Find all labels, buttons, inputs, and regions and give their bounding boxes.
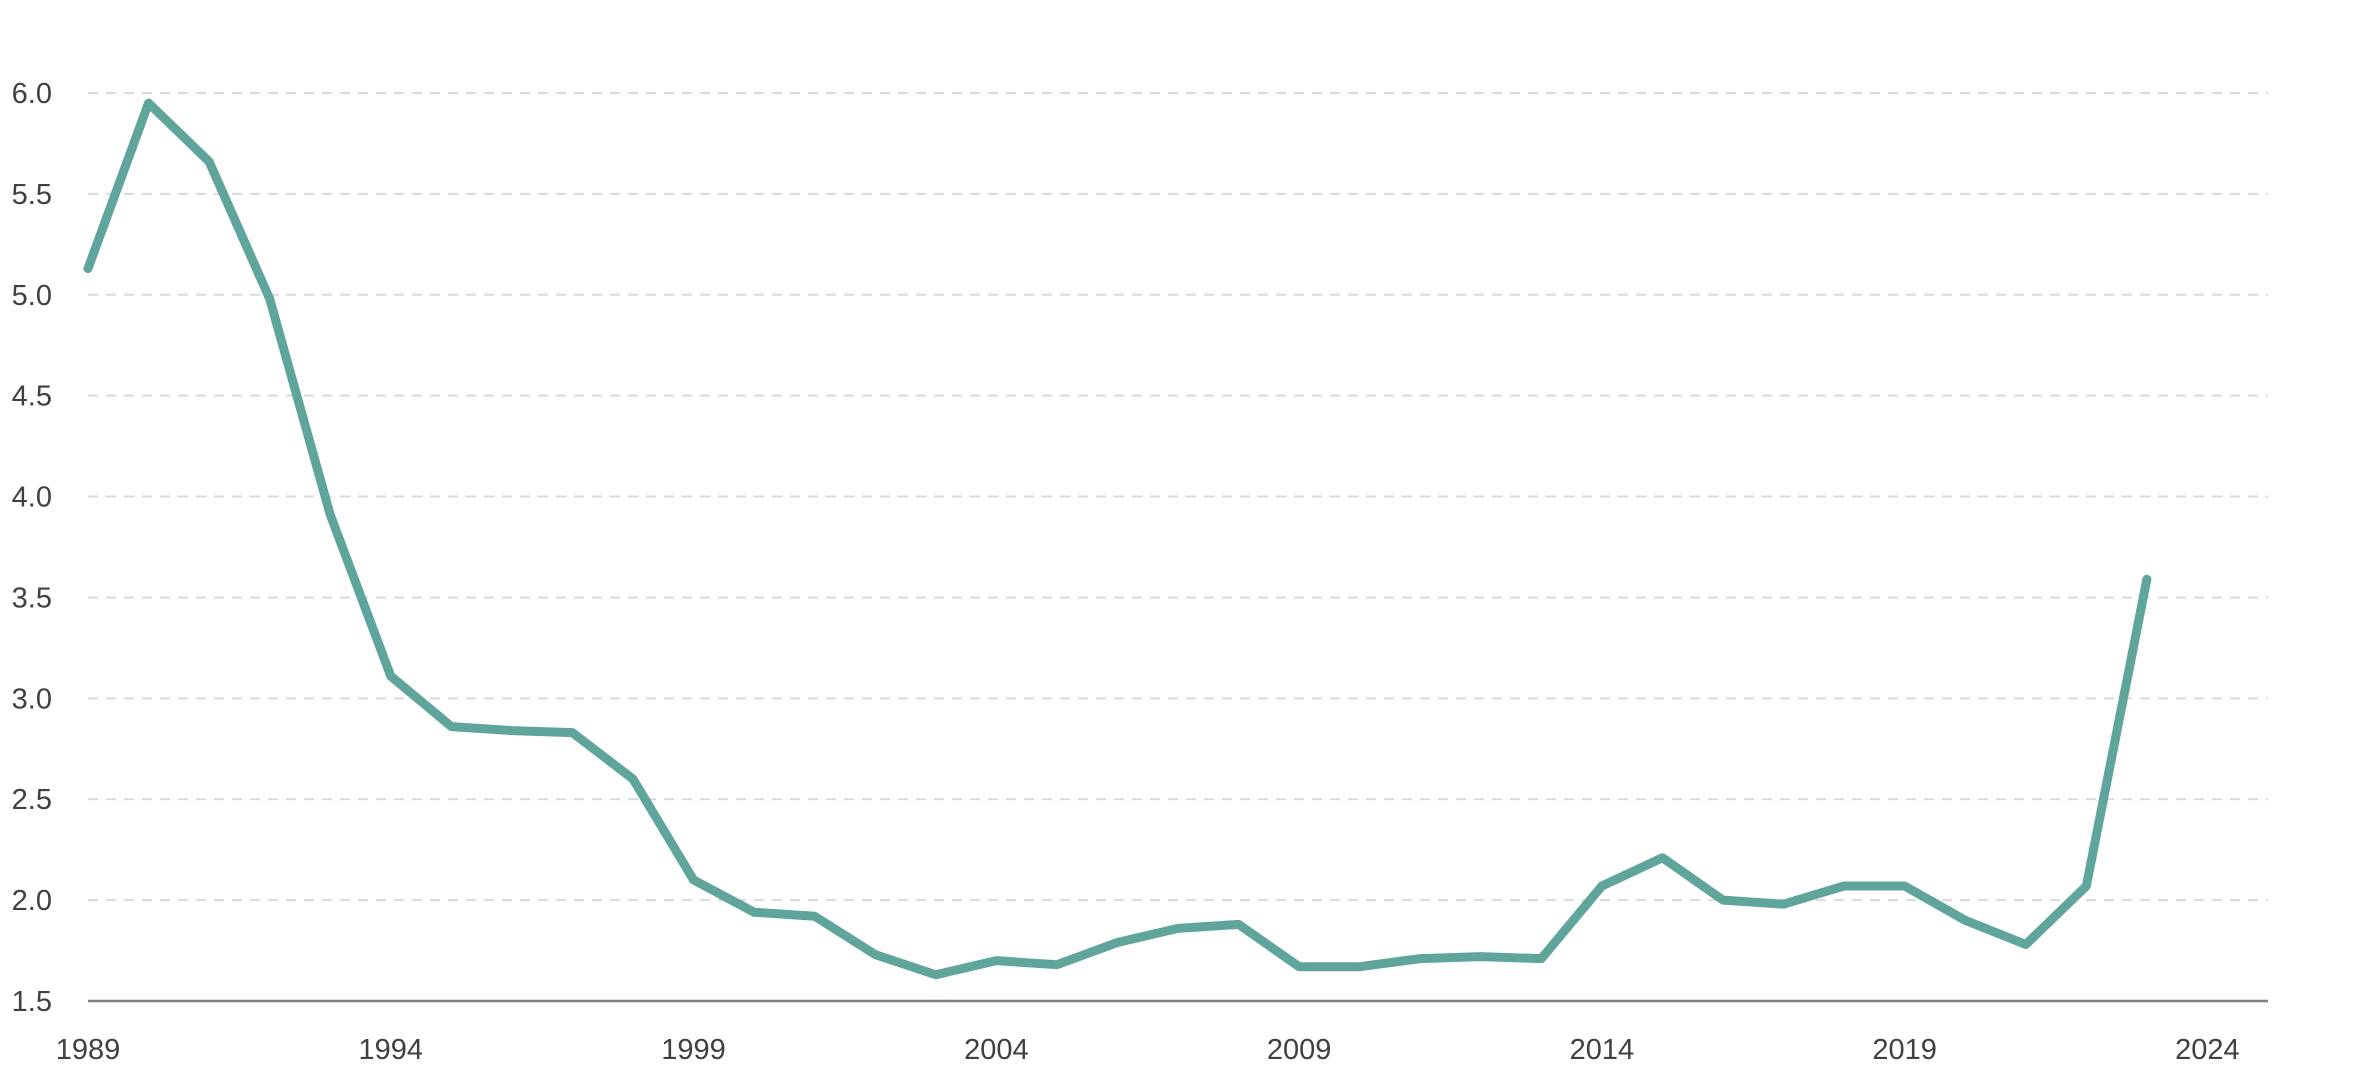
y-tick-label: 3.5 <box>12 582 52 614</box>
x-tick-label: 2019 <box>1872 1034 1937 1066</box>
x-tick-label: 2014 <box>1570 1034 1635 1066</box>
y-tick-label: 4.0 <box>12 482 52 514</box>
y-tick-label: 5.5 <box>12 179 52 211</box>
y-tick-label: 2.5 <box>12 784 52 816</box>
x-tick-label: 1994 <box>359 1034 424 1066</box>
y-tick-label: 1.5 <box>12 986 52 1018</box>
y-tick-label: 5.0 <box>12 280 52 312</box>
y-tick-label: 3.0 <box>12 683 52 715</box>
x-tick-label: 2024 <box>2175 1034 2240 1066</box>
x-tick-label: 1999 <box>661 1034 726 1066</box>
series-group <box>83 98 2152 980</box>
x-tick-label: 2004 <box>964 1034 1029 1066</box>
y-tick-label: 6.0 <box>12 78 52 110</box>
x-tick-label: 1989 <box>56 1034 121 1066</box>
gridlines <box>88 92 2268 902</box>
x-axis-tick-labels: 1989 1994 1999 2004 2009 2014 2019 2024 <box>56 1034 2240 1066</box>
y-tick-label: 4.5 <box>12 381 52 413</box>
series-line <box>83 98 2152 980</box>
x-tick-label: 2009 <box>1267 1034 1332 1066</box>
y-axis-tick-labels: 1.5 2.0 2.5 3.0 3.5 4.0 4.5 5.0 5.5 6.0 <box>12 78 52 1018</box>
y-tick-label: 2.0 <box>12 885 52 917</box>
